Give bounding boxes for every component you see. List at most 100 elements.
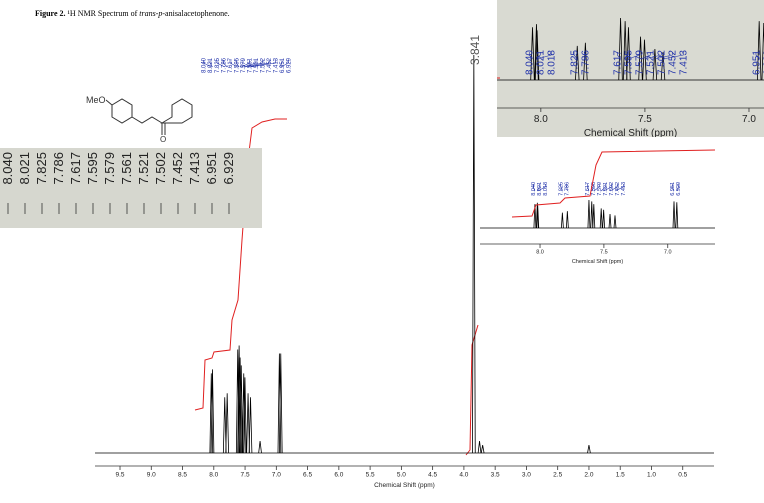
- peak: [675, 202, 679, 229]
- peak-label: 8.018: [543, 182, 549, 196]
- structure-bonds: [105, 98, 193, 135]
- x-tick-label: 7.5: [241, 472, 250, 479]
- peak: [602, 209, 606, 229]
- peak-label: 7.413: [187, 152, 202, 185]
- peak: [618, 17, 623, 81]
- peak-label: 3.841: [468, 35, 482, 65]
- x-tick-label: 3.0: [522, 472, 531, 479]
- x-tick-label: 5.0: [397, 472, 406, 479]
- peak: [622, 21, 628, 81]
- peak-label: 7.825: [569, 50, 580, 75]
- peak-label: 8.021: [537, 182, 543, 196]
- peak-label-leader: [528, 52, 533, 60]
- peak-label-leader: [591, 184, 594, 192]
- peak-label-leader: [236, 60, 240, 68]
- peak-label: 8.040: [0, 152, 15, 185]
- photo-inset: [0, 148, 262, 228]
- peak: [239, 365, 244, 454]
- peak-label: 7.595: [85, 152, 100, 185]
- peak-label: 7.413: [274, 57, 280, 73]
- peak-label: 7.452: [615, 182, 621, 196]
- peak-label: 7.786: [565, 182, 571, 196]
- peak-label: 7.452: [668, 50, 679, 75]
- peak-label: 7.595: [591, 182, 597, 196]
- x-tick-label: 4.5: [428, 472, 437, 479]
- peak-label-leader: [244, 60, 263, 68]
- peak-label: 7.521: [136, 152, 151, 185]
- peak: [477, 441, 482, 454]
- peak: [278, 353, 283, 454]
- peak-label-leader: [640, 52, 651, 60]
- spectrum: 8.0 7.5 7.0 Chemical Shift (ppm) 8.040 8.021 8…: [497, 17, 764, 139]
- peak: [583, 42, 588, 81]
- peak: [238, 357, 242, 454]
- peak-label: 7.617: [613, 50, 624, 75]
- peak: [248, 397, 253, 454]
- x-tick-label: 8.0: [534, 114, 548, 125]
- peak-label: 7.502: [657, 50, 668, 75]
- peak-label: 7.786: [580, 50, 591, 75]
- peak: [575, 45, 580, 81]
- peak-label-leader: [537, 184, 546, 192]
- integral-curve: [194, 118, 287, 411]
- peak-label-leader: [209, 60, 213, 68]
- peak-label-leader: [243, 60, 257, 68]
- peak: [613, 215, 617, 229]
- peak-label-leader: [614, 184, 624, 192]
- peak: [565, 211, 569, 229]
- peak-label-leader: [229, 60, 238, 68]
- peak-label: 7.502: [153, 152, 168, 185]
- peak: [590, 201, 594, 229]
- peak-label-leader: [672, 184, 675, 192]
- peak: [652, 48, 658, 81]
- caption-rest: -anisalacetophenone.: [162, 9, 229, 18]
- peak-label-leader: [603, 184, 612, 192]
- peak-label-leader: [560, 184, 563, 192]
- peak-label: 7.825: [34, 152, 49, 185]
- peak-label: 7.825: [215, 57, 221, 73]
- peak: [246, 393, 250, 454]
- peak-label-leader: [600, 184, 606, 192]
- x-tick-label: 8.0: [536, 250, 544, 256]
- peak-label: 6.929: [287, 57, 293, 73]
- x-axis-label: Chemical Shift (ppm): [584, 128, 677, 139]
- peak: [225, 393, 229, 454]
- peak: [626, 27, 631, 81]
- peak: [222, 397, 227, 454]
- x-axis-label: Chemical Shift (ppm): [572, 259, 624, 265]
- peak-label: 6.951: [751, 50, 762, 75]
- peak-label: 6.929: [762, 50, 764, 75]
- structure: MeO O: [86, 95, 193, 144]
- peak: [587, 199, 591, 229]
- peak: [536, 205, 540, 229]
- x-tick-label: 1.0: [647, 472, 656, 479]
- peak-label: 7.413: [621, 182, 627, 196]
- peak-label: 7.452: [170, 152, 185, 185]
- x-tick-label: 3.5: [491, 472, 500, 479]
- peak-label: 7.579: [102, 152, 117, 185]
- peak: [472, 54, 476, 454]
- x-tick-label: 8.0: [209, 472, 218, 479]
- peak-label: 7.561: [248, 57, 254, 73]
- peak-label-leader: [617, 52, 621, 60]
- peak-label: 7.521: [646, 50, 657, 75]
- peak: [592, 204, 596, 229]
- peak-label-leader: [644, 52, 662, 60]
- x-tick-label: 8.5: [178, 472, 187, 479]
- peak-label: 8.040: [525, 50, 536, 75]
- peak: [642, 39, 647, 81]
- photo-inset: [497, 0, 764, 137]
- peak-label-leader: [537, 184, 540, 192]
- x-tick-label: 2.0: [584, 472, 593, 479]
- peak-label-leader: [203, 60, 212, 68]
- integral-curve: [511, 149, 716, 218]
- x-tick-label: 5.5: [366, 472, 375, 479]
- peak: [530, 27, 535, 81]
- peak: [599, 208, 603, 229]
- peak-label-leader: [654, 52, 673, 60]
- caption-text: ¹H NMR Spectrum of: [68, 9, 138, 18]
- peak-label-leader: [624, 52, 629, 60]
- peak: [560, 212, 564, 229]
- structure-text: MeO: [86, 95, 106, 105]
- peak-label-leader: [609, 184, 618, 192]
